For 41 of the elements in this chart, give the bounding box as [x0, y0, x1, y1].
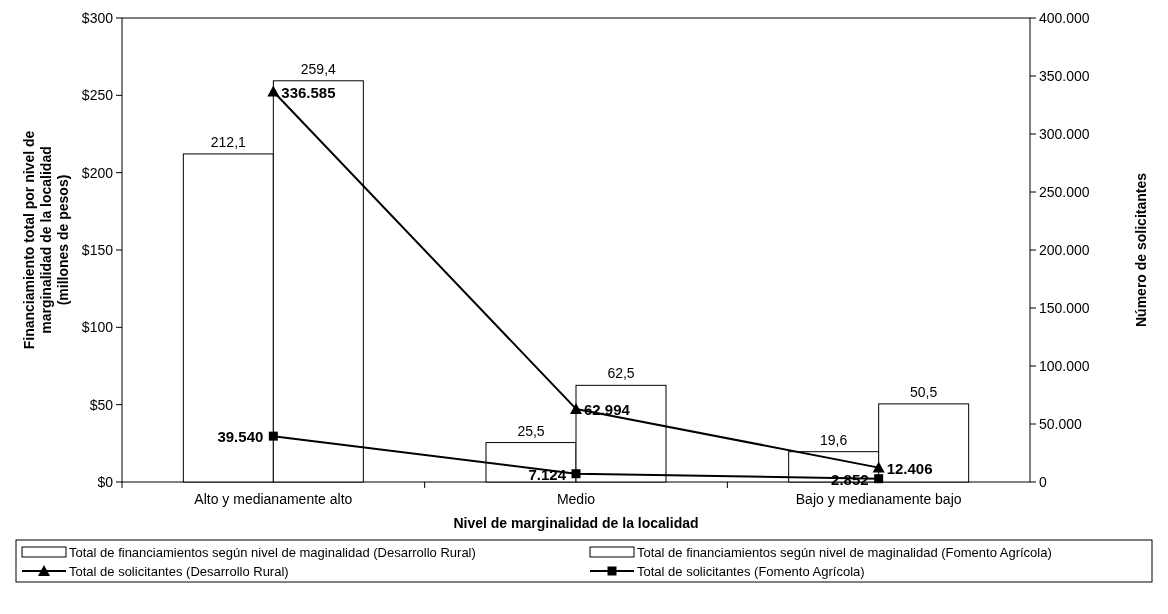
point	[268, 431, 278, 441]
data-label: 336.585	[281, 83, 336, 101]
data-label: 259,4	[300, 60, 337, 77]
data-label: 62,5	[607, 365, 635, 382]
data-label: 12.406	[886, 459, 933, 477]
y2-tick-label: 0	[1039, 474, 1047, 490]
legend-label: Total de financiamientos según nivel de maginalidad (Fomento Agrícola)	[637, 545, 1052, 560]
y2-tick-label: 100.000	[1039, 358, 1090, 374]
x-tick-label: Alto y medianamente alto	[194, 491, 353, 507]
y-tick-label: $150	[81, 242, 114, 258]
data-label: 19,6	[820, 431, 848, 448]
y-tick-label: $250	[81, 87, 114, 104]
y2-tick-label: 400.000	[1039, 10, 1090, 26]
y2-tick-label: 300.000	[1039, 126, 1090, 142]
y-tick-label: $50	[89, 396, 114, 413]
y2-tick-label: 150.000	[1039, 300, 1090, 316]
y2-tick-label: 200.000	[1039, 242, 1090, 258]
data-label: 50,5	[910, 383, 938, 400]
y-tick-label: $0	[97, 474, 114, 490]
point	[872, 461, 885, 473]
y2-tick-label: 50.000	[1039, 416, 1083, 432]
y2-axis-title: Número de solicitantes	[1133, 172, 1149, 328]
x-tick-label: Medio	[556, 491, 596, 507]
x-tick-label: Bajo y medianamente bajo	[795, 491, 962, 507]
y2-tick-label: 250.000	[1039, 184, 1090, 200]
data-label: 212,1	[210, 133, 247, 150]
y-tick-label: $100	[81, 319, 114, 336]
y2-tick-label: 350.000	[1039, 68, 1090, 84]
legend-label: Total de solicitantes (Fomento Agrícola)	[637, 564, 865, 579]
point	[570, 402, 582, 414]
legend-label: Total de solicitantes (Desarrollo Rural)	[69, 564, 289, 579]
point	[571, 469, 581, 479]
x-axis-title: Nivel de marginalidad de la localidad	[453, 515, 699, 531]
y-tick-label: $300	[81, 10, 114, 26]
data-label: 39.540	[217, 428, 264, 446]
data-label: 25,5	[517, 422, 545, 439]
legend-label: Total de financiamientos según nivel de maginalidad (Desarrollo Rural)	[69, 545, 476, 560]
point	[874, 474, 884, 484]
y-tick-label: $200	[81, 164, 114, 181]
point	[267, 85, 280, 97]
y-axis-title: Financiamiento total por nivel de marginalidad de la localidad (millones de pesos)	[21, 130, 71, 350]
